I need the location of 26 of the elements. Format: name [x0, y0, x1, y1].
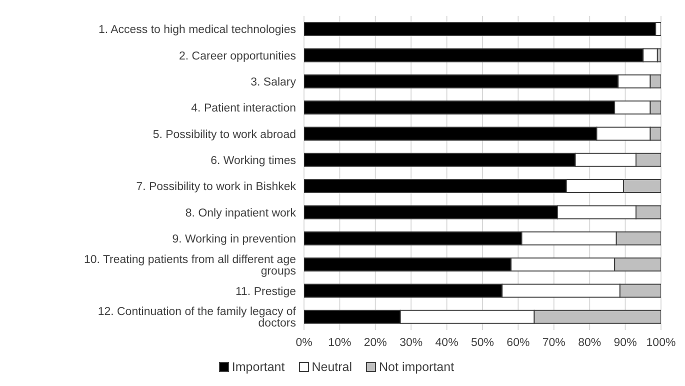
- x-tick-label: 70%: [542, 337, 566, 350]
- y-tick-label: 11. Prestige: [235, 286, 296, 298]
- y-tick-label: 10. Treating patients from all different age groups: [84, 254, 296, 278]
- legend-label: Important: [232, 360, 285, 374]
- y-tick-label: 4. Patient interaction: [191, 102, 296, 115]
- y-tick-label: 12. Continuation of the family legacy of doctors: [98, 306, 297, 330]
- x-tick-label: 0%: [296, 337, 312, 350]
- y-tick-label: 2. Career opportunities: [179, 50, 296, 62]
- y-tick-label: 5. Possibility to work abroad: [152, 128, 296, 141]
- legend-label: Not important: [379, 360, 454, 374]
- x-tick-label: 90%: [614, 337, 637, 350]
- x-tick-label: 10%: [328, 337, 352, 350]
- y-tick-label: 1. Access to high medical technologies: [98, 24, 296, 36]
- x-tick-label: 20%: [364, 337, 387, 350]
- y-tick-label: 9. Working in prevention: [172, 234, 296, 246]
- y-tick-label: 6. Working times: [210, 155, 296, 167]
- x-tick-label: 80%: [578, 337, 602, 350]
- x-tick-label: 40%: [435, 337, 458, 350]
- legend-label: Neutral: [312, 360, 352, 374]
- x-tick-label: 100%: [646, 337, 676, 350]
- y-tick-label: 7. Possibility to work in Bishkek: [136, 181, 296, 194]
- x-tick-label: 60%: [506, 337, 530, 350]
- y-tick-label: 3. Salary: [250, 76, 296, 88]
- x-tick-label: 30%: [400, 337, 423, 350]
- x-tick-label: 50%: [470, 337, 494, 350]
- y-tick-label: 8. Only inpatient work: [185, 207, 296, 220]
